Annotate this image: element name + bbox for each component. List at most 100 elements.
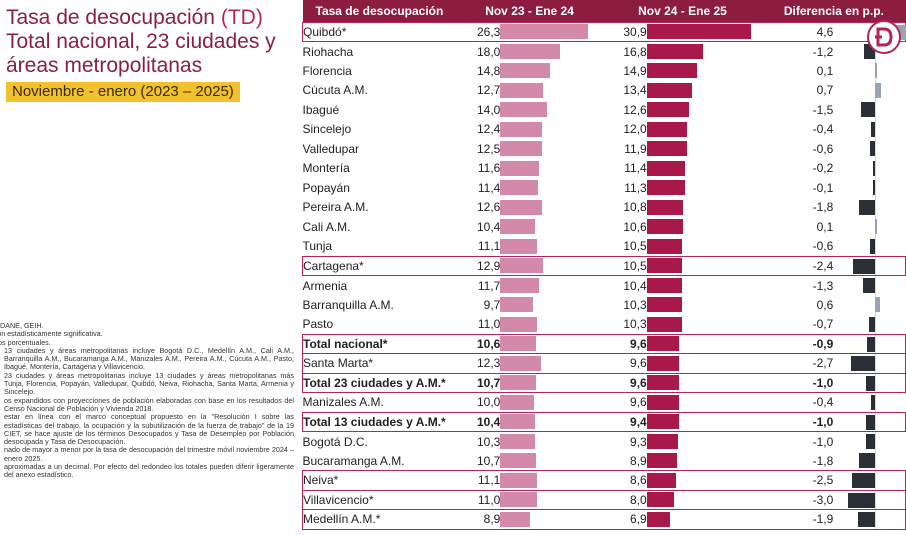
row-city-name: Sincelejo [302, 122, 352, 137]
table-row: Tunja 11,1 10,5 -0,6 [303, 236, 906, 257]
row-city-name: Neiva* [302, 470, 457, 491]
difference-bar-cell [833, 411, 906, 432]
value-difference: 0,1 [816, 63, 834, 78]
bar-cell [500, 255, 603, 276]
difference-bar [859, 199, 876, 215]
bar-prev-period [500, 141, 543, 157]
footnote: estar en línea con el marco conceptual p… [4, 412, 294, 447]
value-prev-period: 9,7 [483, 297, 501, 312]
value-difference: -0,6 [812, 239, 834, 253]
value-prev-period: 12,6 [476, 200, 501, 215]
bar-cell [646, 198, 763, 218]
value-difference: -1,2 [812, 44, 834, 59]
table-row: Medellín A.M.* 8,9 6,9 -1,9 [302, 509, 906, 530]
bar-cell [500, 120, 602, 140]
value-curr-period: 11,3 [624, 180, 647, 195]
bar-cell [646, 295, 763, 315]
table-row: Ibagué 14,0 12,6 -1,5 [303, 100, 906, 120]
difference-bar [869, 316, 876, 332]
difference-zero-axis [875, 432, 877, 451]
row-city-name: Pasto [302, 317, 334, 331]
bar-cell [646, 393, 763, 413]
table-row: Riohacha 18,0 16,8 -1,2 [302, 42, 906, 61]
bar-curr-period [646, 160, 685, 176]
row-city-name: Ibagué [302, 102, 340, 117]
row-city-name: Riohacha [302, 44, 354, 59]
difference-zero-axis [875, 354, 877, 373]
bar-curr-period [646, 297, 682, 313]
row-city-name: Quibdó* [302, 21, 457, 42]
table-row: Total 13 ciudades y A.M.* 10,4 9,4 -1,0 [302, 411, 906, 432]
bar-cell [500, 372, 603, 393]
bar-cell [646, 81, 763, 101]
difference-bar-cell [833, 236, 905, 257]
value-difference: 0,6 [816, 297, 834, 312]
value-difference: -0,2 [812, 161, 834, 176]
value-difference: -2,7 [762, 353, 834, 374]
footnote: ción estadísticamente significativa. [0, 329, 103, 339]
value-prev-period: 26,3 [456, 21, 501, 42]
difference-bar [873, 160, 876, 176]
chart-title-line-1: Tasa de desocupación (TD) [6, 6, 263, 29]
table-row: Villavicencio* 11,0 8,0 -3,0 [302, 489, 906, 510]
header-city: Tasa de desocupación [302, 0, 457, 22]
difference-bar [875, 82, 882, 98]
difference-zero-axis [875, 510, 877, 529]
difference-bar [871, 121, 876, 137]
difference-zero-axis [875, 178, 877, 198]
difference-bar [875, 63, 878, 78]
difference-bar-cell [833, 470, 906, 491]
row-city-name: Bucaramanga A.M. [302, 453, 405, 468]
bar-cell [646, 139, 763, 159]
bar-curr-period [646, 336, 679, 352]
bar-curr-period [646, 199, 683, 215]
value-difference: -0,1 [812, 180, 834, 195]
bar-cell [500, 178, 602, 198]
bar-curr-period [646, 82, 692, 98]
row-city-name: Popayán [302, 180, 350, 195]
bar-cell [500, 237, 602, 257]
value-prev-period: 10,4 [456, 411, 501, 432]
value-prev-period: 12,5 [476, 141, 501, 156]
value-difference: -1,8 [812, 200, 834, 215]
value-prev-period: 10,7 [476, 453, 501, 468]
bar-cell [500, 470, 603, 491]
bar-prev-period [500, 511, 531, 527]
row-city-name: Villavicencio* [302, 489, 457, 510]
bar-cell [500, 333, 603, 354]
bar-curr-period [646, 472, 676, 488]
difference-bar-cell [833, 178, 905, 198]
unemployment-table: Tasa de desocupación Nov 23 - Ene 24 Nov… [302, 0, 906, 530]
difference-bar [852, 473, 876, 488]
table-row: Sincelejo 12,4 12,0 -0,4 [302, 119, 906, 140]
bar-curr-period [646, 453, 677, 468]
footnote: e: DANE, GEIH. [0, 321, 44, 330]
row-city-name: Santa Marta* [302, 353, 457, 374]
difference-bar-cell [833, 158, 905, 178]
bar-curr-period [646, 24, 751, 40]
difference-zero-axis [875, 314, 877, 334]
difference-bar [864, 44, 876, 59]
bar-cell [646, 178, 763, 198]
bar-cell [646, 372, 763, 393]
value-curr-period: 8,9 [630, 453, 647, 468]
bar-curr-period [646, 44, 703, 59]
difference-bar [875, 219, 878, 234]
difference-zero-axis [875, 471, 877, 490]
bar-cell [500, 315, 602, 335]
table-row: Barranquilla A.M. 9,7 10,3 0,6 [303, 295, 906, 315]
bar-cell [646, 255, 763, 276]
difference-zero-axis [875, 197, 877, 217]
bar-cell [646, 120, 763, 140]
value-prev-period: 14,8 [476, 63, 501, 78]
bar-cell [646, 353, 763, 374]
row-city-name: Total 23 ciudades y A.M.* [302, 372, 457, 393]
value-curr-period: 12,6 [623, 102, 647, 117]
bar-prev-period [500, 258, 544, 274]
header-prev-period: Nov 23 - Ene 24 [456, 0, 603, 22]
table-row: Pasto 11,0 10,3 -0,7 [302, 314, 906, 335]
difference-bar-cell [833, 255, 906, 276]
value-prev-period: 10,6 [456, 333, 501, 354]
value-curr-period: 8,0 [602, 489, 647, 510]
bar-prev-period [500, 394, 535, 410]
